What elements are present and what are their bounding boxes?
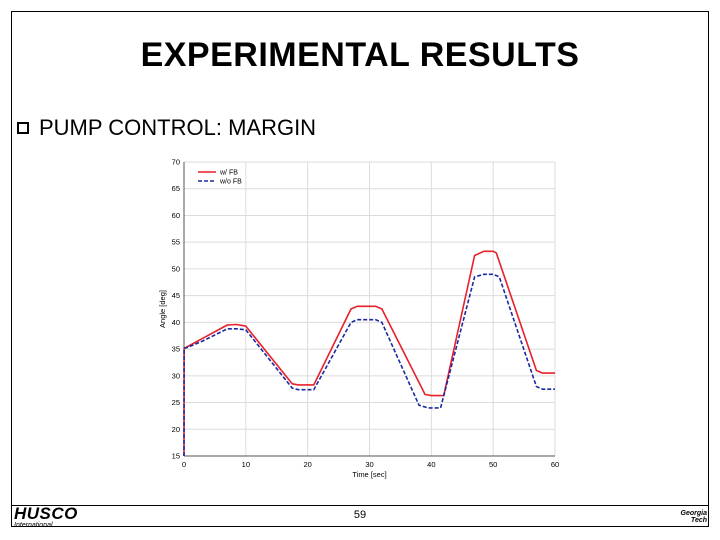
y-tick-label: 45 [172,291,180,300]
y-tick-label: 20 [172,425,180,434]
bullet-text: PUMP CONTROL: MARGIN [39,115,317,140]
series-line-with-fb [183,250,555,457]
x-tick-label: 40 [427,460,435,469]
husco-logo-text: HUSCO [14,504,78,523]
checkbox-bullet-icon [17,122,29,134]
y-tick-label: 60 [172,211,180,220]
bullet-item: PUMP CONTROL: MARGIN [17,115,316,141]
legend-label: w/o FB [219,179,242,186]
georgia-tech-logo: Georgia Tech [663,510,707,524]
y-axis-label: Angle [deg] [158,290,167,328]
x-tick-label: 60 [551,460,559,469]
y-tick-label: 25 [172,398,180,407]
y-tick-label: 40 [172,318,180,327]
y-tick-label: 35 [172,345,180,354]
slide-title: EXPERIMENTAL RESULTS [140,36,580,74]
x-tick-label: 20 [303,460,311,469]
legend-label: w/ FB [219,170,238,177]
x-tick-label: 30 [365,460,373,469]
series-line-without-fb [183,273,555,457]
x-tick-label: 10 [242,460,250,469]
y-tick-label: 70 [172,158,180,167]
footer-divider [11,505,709,506]
slide-frame [11,11,709,527]
page-number: 59 [353,509,367,521]
georgia-tech-logo-line2: Tech [690,517,707,524]
x-tick-label: 50 [489,460,497,469]
angle-chart: 0 10 20 30 40 50 60 15 20 25 30 35 40 45 50 55 60 65 70 Tim… [158,158,559,480]
georgia-tech-logo-line1: Georgia [680,510,707,517]
husco-logo: HUSCO International [14,504,78,530]
y-tick-label: 15 [172,452,180,461]
y-tick-label: 55 [172,238,180,247]
x-axis-label: Time [sec] [352,470,386,479]
y-tick-label: 65 [172,184,180,193]
y-tick-label: 50 [172,264,180,273]
husco-logo-subtext: International [14,522,53,529]
y-tick-label: 30 [172,371,180,380]
x-tick-label: 0 [182,460,186,469]
